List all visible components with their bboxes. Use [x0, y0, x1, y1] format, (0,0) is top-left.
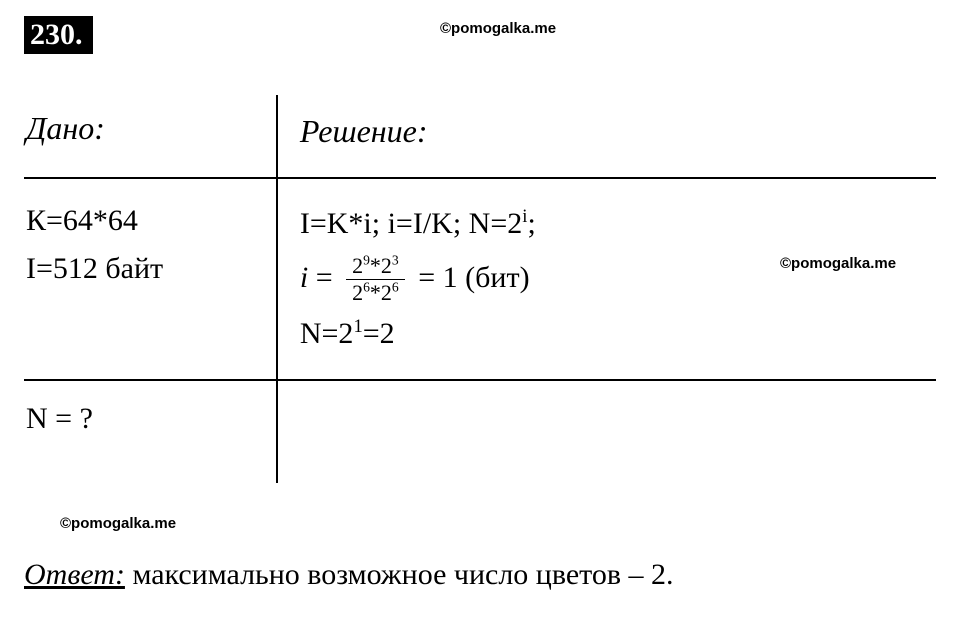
watermark-bottom-left: ©pomogalka.me: [60, 515, 176, 532]
fraction-numerator: 29*23: [346, 253, 405, 280]
solution-l1-b: ;: [527, 207, 535, 240]
problem-layout: Дано: Решение: К=64*64 I=512 байт I=K*i;…: [24, 95, 936, 483]
header-row: Дано: Решение:: [24, 95, 936, 179]
watermark-top: ©pomogalka.me: [440, 20, 556, 37]
solution-l3-a: N=2: [300, 317, 354, 350]
solution-l1-a: I=K*i; i=I/K; N=2: [300, 207, 522, 240]
solution-line-3: N=21=2: [300, 307, 932, 361]
fraction-denominator: 26*26: [346, 280, 405, 306]
solution-body: I=K*i; i=I/K; N=2i; i = 29*23 26*26 = 1 …: [276, 179, 936, 381]
solution-l3-sup: 1: [353, 316, 362, 337]
question-right-empty: [276, 381, 936, 483]
solution-line-1: I=K*i; i=I/K; N=2i;: [300, 197, 932, 251]
given-line-2: I=512 байт: [26, 245, 272, 293]
solution-var-i: i: [300, 261, 308, 294]
problem-number-badge: 230.: [24, 16, 93, 54]
solution-eq1: =: [308, 261, 340, 294]
solution-l2-b: = 1 (бит): [411, 261, 530, 294]
answer-line: Ответ: максимально возможное число цвето…: [24, 558, 936, 592]
answer-text: максимально возможное число цветов – 2.: [125, 558, 674, 591]
question-row: N = ?: [24, 381, 936, 483]
fraction: 29*23 26*26: [346, 253, 405, 307]
given-header: Дано:: [24, 95, 276, 179]
question-cell: N = ?: [24, 381, 276, 483]
solution-header: Решение:: [276, 95, 936, 179]
body-row: К=64*64 I=512 байт I=K*i; i=I/K; N=2i; i…: [24, 179, 936, 381]
solution-l3-b: =2: [363, 317, 395, 350]
given-line-1: К=64*64: [26, 197, 272, 245]
solution-line-2: i = 29*23 26*26 = 1 (бит): [300, 251, 932, 307]
given-body: К=64*64 I=512 байт: [24, 179, 276, 381]
answer-label: Ответ:: [24, 558, 125, 591]
